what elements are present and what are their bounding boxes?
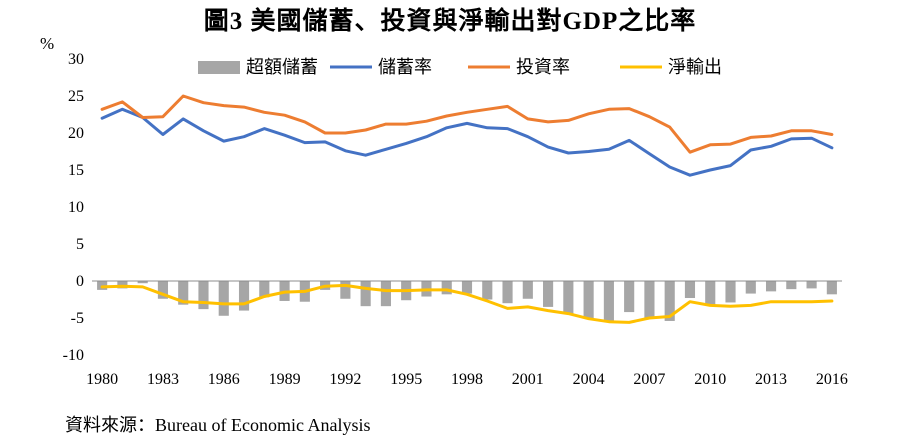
y-tick-label: 0: [76, 273, 84, 290]
bar-excess-saving: [522, 281, 533, 299]
bar-excess-saving: [624, 281, 635, 313]
x-tick-label: 1989: [269, 371, 301, 388]
bar-excess-saving: [482, 281, 493, 300]
bar-excess-saving: [684, 281, 696, 299]
x-tick-label: 2013: [755, 371, 787, 388]
bar-excess-saving: [664, 281, 675, 321]
source-note: 資料來源：Bureau of Economic Analysis: [65, 415, 371, 435]
legend-swatch-excess-saving: [198, 61, 240, 74]
saving-rate-line: [100, 107, 834, 177]
bar-excess-saving: [157, 281, 169, 299]
bar-excess-saving: [502, 281, 513, 304]
bar-excess-saving: [441, 281, 452, 295]
bar-excess-saving: [360, 281, 371, 307]
net-export-line: [100, 283, 834, 324]
y-tick-label: 25: [68, 88, 84, 105]
x-tick-label: 2010: [694, 371, 726, 388]
bar-excess-saving: [340, 281, 351, 299]
x-tick-label: 2007: [633, 371, 665, 388]
y-tick-labels: 30 25 20 15 10 5 0 -5 -10: [63, 51, 84, 364]
y-axis-unit: %: [40, 34, 55, 53]
bar-excess-saving: [603, 281, 614, 321]
legend-label: 淨輸出: [668, 57, 722, 78]
bar-excess-saving: [826, 281, 837, 295]
lines-layer: [100, 94, 834, 324]
bar-excess-saving: [543, 281, 554, 307]
x-tick-label: 1983: [147, 371, 179, 388]
bar-excess-saving: [178, 281, 189, 305]
bar-excess-saving: [765, 281, 777, 292]
x-tick-label: 1995: [390, 371, 422, 388]
bar-excess-saving: [745, 281, 756, 294]
y-tick-label: -10: [63, 347, 84, 364]
bar-excess-saving: [786, 281, 797, 290]
bar-excess-saving: [117, 281, 128, 289]
bar-excess-saving: [218, 281, 229, 316]
y-tick-label: 10: [68, 199, 84, 216]
legend-label: 超額儲蓄: [246, 57, 318, 78]
legend-label: 儲蓄率: [378, 57, 432, 78]
bar-excess-saving: [137, 281, 148, 284]
x-tick-labels: 1980 1983 1986 1989 1992 1995 1998 2001 2004 2007…: [86, 371, 848, 388]
x-tick-label: 2016: [816, 371, 848, 388]
y-tick-label: 15: [68, 162, 84, 179]
x-tick-label: 1980: [86, 371, 118, 388]
bar-excess-saving: [806, 281, 817, 289]
bar-excess-saving: [259, 281, 270, 298]
bar-excess-saving: [238, 281, 250, 311]
y-tick-label: 30: [68, 51, 84, 68]
y-tick-label: 5: [76, 236, 84, 253]
bar-excess-saving: [725, 281, 736, 303]
y-tick-label: 20: [68, 125, 84, 142]
legend: 超額儲蓄 儲蓄率 投資率 淨輸出: [198, 57, 722, 78]
bar-excess-saving: [644, 281, 655, 318]
x-tick-label: 2004: [573, 371, 605, 388]
bar-excess-saving: [198, 281, 209, 310]
x-tick-label: 1998: [451, 371, 483, 388]
x-tick-label: 1986: [208, 371, 240, 388]
bars-layer: [97, 281, 837, 321]
bar-excess-saving: [583, 281, 594, 319]
y-tick-label: -5: [71, 310, 84, 327]
bar-excess-saving: [563, 281, 574, 314]
investment-rate-line: [100, 94, 834, 154]
bar-excess-saving: [705, 281, 716, 306]
bar-excess-saving: [380, 281, 391, 307]
x-tick-label: 1992: [329, 371, 361, 388]
x-tick-label: 2001: [512, 371, 544, 388]
legend-label: 投資率: [516, 57, 570, 78]
bar-excess-saving: [461, 281, 473, 294]
chart-title: 圖3 美國儲蓄、投資與淨輸出對GDP之比率: [203, 8, 697, 35]
